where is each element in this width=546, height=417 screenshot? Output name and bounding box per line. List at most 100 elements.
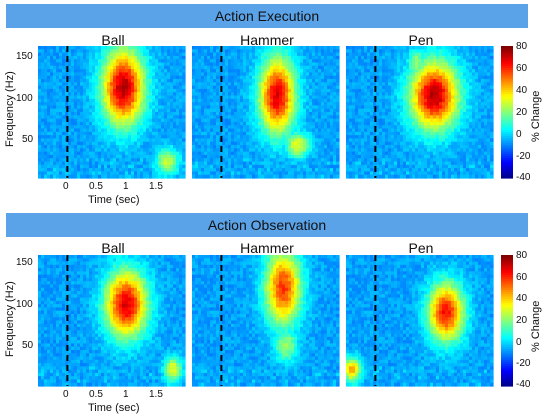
heatmap-cell — [113, 102, 117, 106]
heatmap-cell — [249, 98, 253, 103]
heatmap-cell — [161, 55, 165, 60]
heatmap-cell — [116, 82, 120, 87]
heatmap-cell — [107, 69, 111, 73]
heatmap-cell — [249, 148, 253, 153]
heatmap-cell — [164, 65, 168, 70]
heatmap-cell — [104, 121, 108, 126]
heatmap-cell — [74, 72, 78, 77]
x-tick-label: 1.5 — [149, 181, 163, 192]
heatmap-cell — [306, 125, 310, 130]
heatmap-cell — [116, 49, 120, 54]
heatmap-cell — [421, 174, 425, 179]
heatmap-cell — [367, 72, 371, 77]
heatmap-cell — [255, 75, 259, 80]
heatmap-cell — [149, 128, 153, 133]
heatmap-cell — [333, 95, 337, 100]
heatmap-cell — [252, 154, 256, 159]
heatmap-cell — [237, 85, 241, 90]
heatmap-cell — [77, 52, 81, 57]
heatmap-cell — [128, 161, 132, 166]
heatmap-cell — [355, 154, 359, 159]
heatmap-cell — [352, 65, 356, 70]
heatmap-cell — [44, 95, 48, 100]
heatmap-cell — [367, 128, 371, 133]
heatmap-cell — [246, 85, 250, 90]
heatmap-cell — [349, 174, 353, 179]
heatmap-cell — [210, 82, 214, 87]
heatmap-cell — [77, 108, 81, 113]
heatmap-cell — [146, 69, 150, 73]
heatmap-cell — [101, 62, 105, 67]
heatmap-cell — [400, 131, 404, 136]
heatmap-cell — [179, 125, 183, 130]
heatmap-cell — [198, 88, 202, 93]
heatmap-cell — [421, 102, 425, 106]
heatmap-cell — [155, 52, 159, 57]
heatmap-cell — [276, 135, 280, 139]
heatmap-execution-pen — [346, 46, 494, 179]
heatmap-cell — [195, 118, 199, 123]
heatmap-cell — [50, 79, 54, 83]
heatmap-cell — [237, 135, 241, 139]
heatmap-cell — [291, 171, 295, 176]
heatmap-cell — [412, 46, 416, 50]
heatmap-cell — [364, 95, 368, 100]
heatmap-cell — [204, 79, 208, 83]
heatmap-cell — [306, 88, 310, 93]
heatmap-cell — [243, 128, 247, 133]
heatmap-cell — [92, 79, 96, 83]
heatmap-cell — [412, 88, 416, 93]
heatmap-cell — [255, 128, 259, 133]
heatmap-cell — [264, 138, 268, 143]
heatmap-cell — [152, 164, 156, 169]
heatmap-cell — [352, 52, 356, 57]
heatmap-cell — [216, 98, 220, 103]
heatmap-cell — [403, 95, 407, 100]
heatmap-cell — [297, 154, 301, 159]
heatmap-cell — [38, 49, 42, 54]
heatmap-cell — [273, 52, 277, 57]
heatmap-cell — [261, 154, 265, 159]
heatmap-cell — [352, 121, 356, 126]
heatmap-cell — [412, 115, 416, 120]
heatmap-cell — [294, 138, 298, 143]
heatmap-cell — [59, 148, 63, 153]
heatmap-cell — [391, 75, 395, 80]
heatmap-cell — [261, 151, 265, 156]
heatmap-cell — [131, 85, 135, 90]
heatmap-cell — [240, 174, 244, 179]
heatmap-cell — [306, 59, 310, 64]
heatmap-cell — [137, 46, 141, 50]
heatmap-cell — [255, 46, 259, 50]
heatmap-cell — [167, 85, 171, 90]
heatmap-cell — [249, 72, 253, 77]
heatmap-cell — [406, 121, 410, 126]
heatmap-cell — [113, 65, 117, 70]
heatmap-cell — [195, 158, 199, 163]
heatmap-cell — [367, 168, 371, 172]
heatmap-cell — [198, 59, 202, 64]
heatmap-cell — [192, 69, 196, 73]
heatmap-cell — [388, 52, 392, 57]
heatmap-cell — [44, 154, 48, 159]
heatmap-cell — [264, 105, 268, 110]
heatmap-cell — [56, 55, 60, 60]
heatmap-cell — [240, 151, 244, 156]
heatmap-cell — [201, 102, 205, 106]
heatmap-cell — [107, 115, 111, 120]
heatmap-cell — [113, 59, 117, 64]
heatmap-cell — [113, 92, 117, 97]
heatmap-cell — [231, 69, 235, 73]
heatmap-cell — [149, 105, 153, 110]
heatmap-cell — [50, 55, 54, 60]
heatmap-cell — [92, 164, 96, 169]
heatmap-cell — [373, 82, 377, 87]
heatmap-cell — [276, 171, 280, 176]
heatmap-cell — [216, 46, 220, 50]
heatmap-cell — [53, 102, 57, 106]
heatmap-cell — [161, 125, 165, 130]
heatmap-cell — [68, 151, 72, 156]
heatmap-cell — [128, 88, 132, 93]
heatmap-cell — [412, 95, 416, 100]
heatmap-cell — [391, 148, 395, 153]
